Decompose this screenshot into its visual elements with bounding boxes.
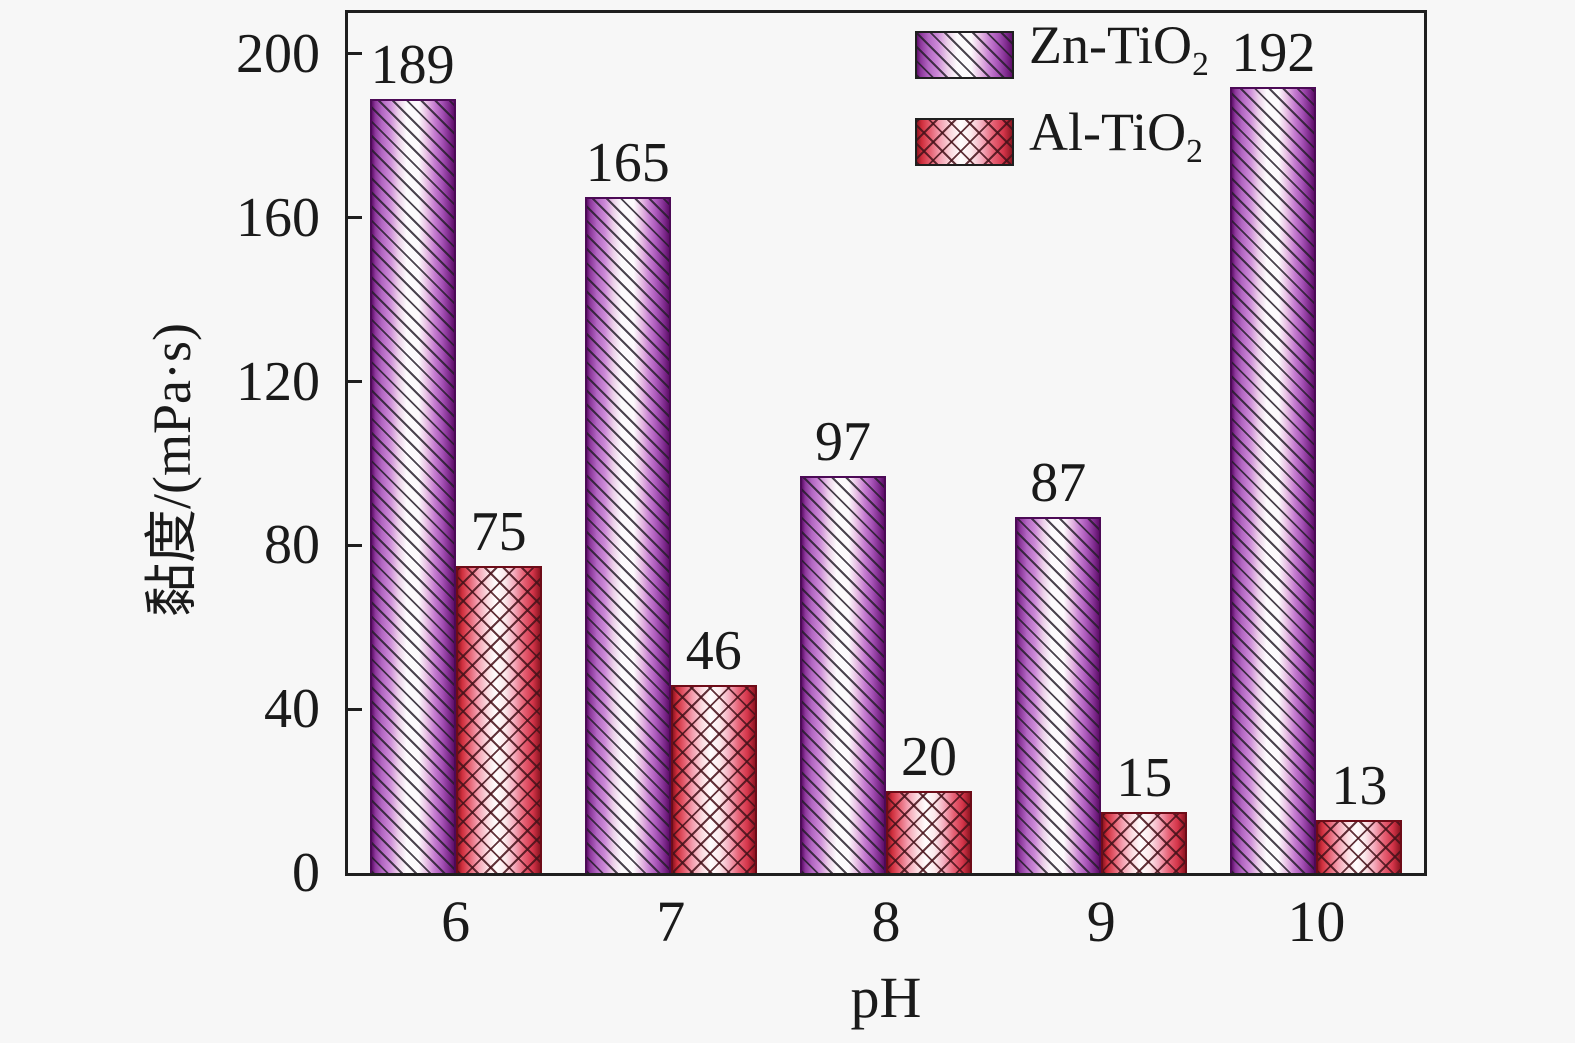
bar-altio-ph10 (1316, 819, 1403, 873)
value-label-zntio-ph8: 97 (815, 410, 871, 473)
x-tick-label-8: 8 (871, 889, 901, 954)
y-tick-label-200: 200 (236, 22, 320, 85)
legend-swatch-zn-tio2 (915, 30, 1014, 79)
y-tick-label-80: 80 (264, 514, 320, 577)
y-tick-label-0: 0 (292, 842, 320, 904)
y-tick-mark-160 (348, 216, 362, 220)
value-label-altio-ph10: 13 (1331, 754, 1388, 817)
x-tick-label-7: 7 (656, 889, 686, 954)
value-label-altio-ph7: 46 (685, 619, 742, 682)
y-tick-label-120: 120 (236, 350, 320, 413)
value-label-zntio-ph9: 87 (1030, 451, 1087, 514)
x-tick-label-9: 9 (1086, 889, 1116, 954)
value-label-zntio-ph10: 192 (1231, 21, 1316, 84)
x-tick-label-10: 10 (1287, 889, 1346, 954)
bar-altio-ph8 (886, 791, 972, 873)
bar-zntio-ph6 (369, 99, 456, 873)
value-label-altio-ph6: 75 (470, 500, 527, 563)
y-tick-label-160: 160 (236, 186, 320, 249)
bar-zntio-ph9 (1015, 516, 1102, 873)
bar-altio-ph7 (670, 684, 757, 873)
bar-zntio-ph8 (800, 475, 886, 873)
x-axis-title: pH (850, 965, 922, 1030)
legend-item-zn-tio2: Zn-TiO2 (915, 18, 1209, 92)
legend-label-zn-tio2: Zn-TiO2 (1029, 15, 1209, 83)
y-tick-label-40: 40 (264, 678, 320, 741)
legend-swatch-al-tio2 (915, 117, 1014, 166)
y-tick-mark-80 (348, 543, 362, 547)
x-tick-label-6: 6 (441, 889, 471, 954)
bar-altio-ph9 (1101, 811, 1188, 873)
bar-zntio-ph10 (1230, 86, 1317, 873)
y-tick-mark-40 (348, 707, 362, 711)
value-label-zntio-ph7: 165 (585, 132, 670, 195)
bar-zntio-ph7 (584, 197, 671, 873)
value-label-altio-ph9: 15 (1116, 746, 1173, 809)
plot-area (345, 10, 1427, 876)
value-label-altio-ph8: 20 (901, 726, 957, 789)
legend-item-al-tio2: Al-TiO2 (915, 105, 1209, 179)
value-label-zntio-ph6: 189 (370, 34, 455, 96)
y-tick-mark-200 (348, 52, 362, 56)
legend: Zn-TiO2 Al-TiO2 (915, 18, 1209, 179)
y-tick-mark-120 (348, 380, 362, 384)
legend-label-al-tio2: Al-TiO2 (1029, 101, 1203, 170)
bar-altio-ph6 (455, 565, 542, 873)
